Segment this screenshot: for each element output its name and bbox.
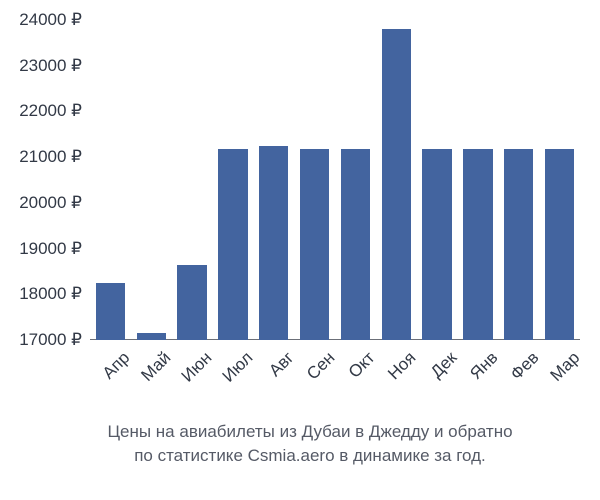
x-tick-label: Сен (303, 348, 339, 384)
bar (259, 146, 288, 340)
bar (382, 29, 411, 340)
y-tick-label: 24000 ₽ (19, 10, 82, 30)
caption-line: по статистике Csmia.aero в динамике за г… (60, 444, 560, 468)
bar (137, 333, 166, 340)
y-tick-label: 18000 ₽ (19, 284, 82, 304)
caption-line: Цены на авиабилеты из Дубаи в Джедду и о… (60, 420, 560, 444)
y-tick-label: 17000 ₽ (19, 330, 82, 350)
x-tick-label: Июн (178, 348, 216, 386)
bar-slot (498, 20, 539, 340)
x-tick-label: Дек (427, 348, 461, 382)
y-tick-label: 22000 ₽ (19, 101, 82, 121)
x-tick-label: Окт (345, 348, 379, 382)
y-tick-label: 20000 ₽ (19, 193, 82, 213)
bar-slot (376, 20, 417, 340)
bar (177, 265, 206, 340)
y-axis: 17000 ₽18000 ₽19000 ₽20000 ₽21000 ₽22000… (0, 20, 82, 340)
bars-container (90, 20, 580, 340)
bar (504, 149, 533, 340)
x-tick-label: Фев (507, 348, 543, 384)
bar-slot (539, 20, 580, 340)
price-chart: 17000 ₽ 18000 ₽ 19000 ₽ 20000 ₽ 21000 ₽ 22000… (0, 0, 600, 500)
bar-slot (457, 20, 498, 340)
x-tick-label: Апр (99, 348, 134, 383)
x-tick-label: Авг (265, 348, 298, 381)
bar (218, 149, 247, 340)
y-tick-label: 21000 ₽ (19, 147, 82, 167)
x-tick-label: Май (138, 348, 176, 386)
plot-area (90, 20, 580, 340)
bar-slot (335, 20, 376, 340)
y-tick-label: 23000 ₽ (19, 56, 82, 76)
x-tick-label: Ноя (384, 348, 420, 384)
x-tick-label: Мар (546, 348, 584, 386)
bar-slot (417, 20, 458, 340)
bar-slot (212, 20, 253, 340)
bar (300, 149, 329, 340)
bar (422, 149, 451, 340)
y-tick-label: 19000 ₽ (19, 239, 82, 259)
chart-caption: Цены на авиабилеты из Дубаи в Джедду и о… (60, 420, 560, 468)
x-tick-label: Июл (219, 348, 258, 387)
bar-slot (90, 20, 131, 340)
x-tick-label: Янв (466, 348, 502, 384)
bar-slot (131, 20, 172, 340)
bar-slot (294, 20, 335, 340)
bar (545, 149, 574, 340)
bar (96, 283, 125, 340)
bar (341, 149, 370, 340)
bar-slot (172, 20, 213, 340)
bar (463, 149, 492, 340)
bar-slot (253, 20, 294, 340)
